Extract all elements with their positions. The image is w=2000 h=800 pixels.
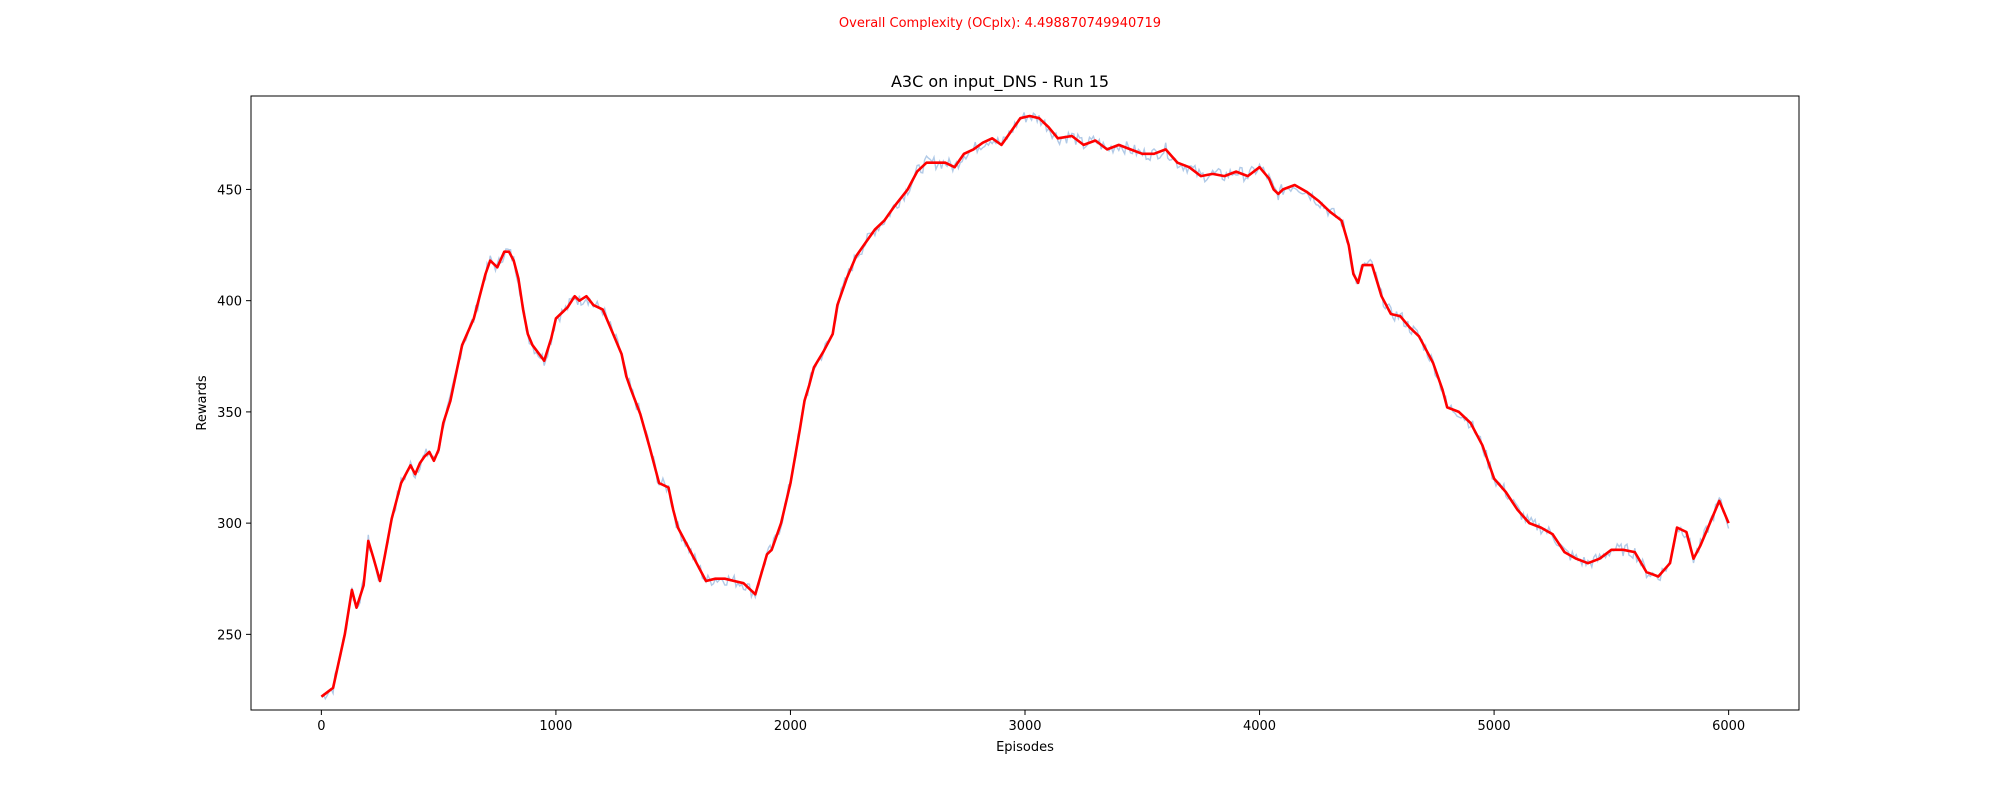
chart-title: A3C on input_DNS - Run 15 [891, 72, 1109, 92]
smoothed-rewards-line [320, 114, 1730, 698]
x-axis-label: Episodes [996, 740, 1054, 755]
x-tick-label: 4000 [1243, 719, 1276, 734]
raw-rewards-line [320, 111, 1730, 701]
y-axis: 250 300 350 400 450 [217, 183, 251, 643]
x-tick-label: 1000 [539, 719, 572, 734]
x-tick-label: 2000 [774, 719, 807, 734]
x-tick-label: 0 [317, 719, 325, 734]
figure-suptitle: Overall Complexity (OCplx): 4.4988707499… [839, 16, 1161, 31]
plot-area [320, 111, 1730, 701]
y-tick-label: 300 [217, 517, 242, 532]
x-tick-label: 5000 [1478, 719, 1511, 734]
y-tick-label: 450 [217, 183, 242, 198]
y-axis-label: Rewards [195, 375, 210, 430]
x-tick-label: 3000 [1008, 719, 1041, 734]
axes-frame [250, 95, 1800, 711]
y-tick-label: 400 [217, 295, 242, 310]
x-tick-label: 6000 [1712, 719, 1745, 734]
y-tick-label: 350 [217, 406, 242, 421]
x-axis: 0 1000 2000 3000 4000 5000 6000 [317, 710, 1745, 734]
y-tick-label: 250 [217, 628, 242, 643]
